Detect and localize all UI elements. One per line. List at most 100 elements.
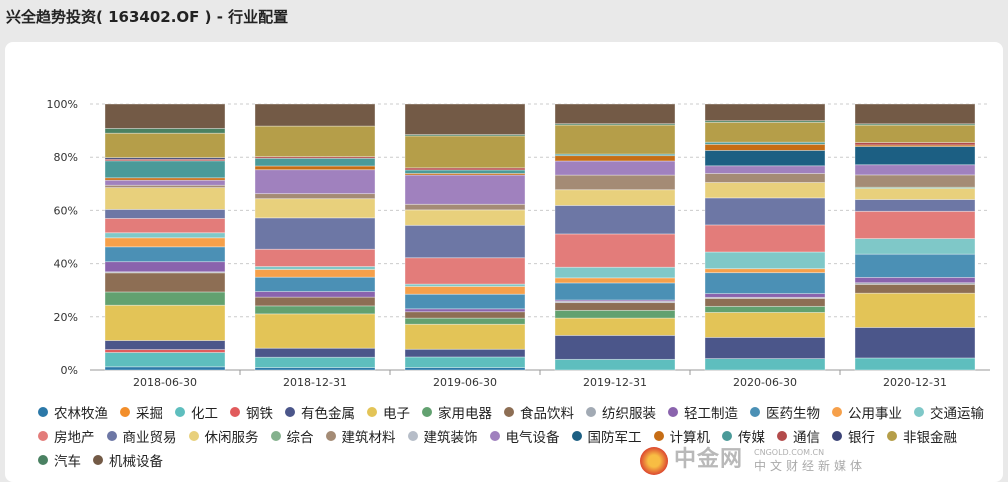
bar-segment[interactable]: [254, 305, 376, 315]
bar-segment[interactable]: [404, 203, 526, 211]
bar-segment[interactable]: [404, 209, 526, 226]
legend-item[interactable]: 家用电器: [422, 403, 492, 422]
bar-segment[interactable]: [254, 291, 376, 298]
legend-item[interactable]: 非银金融: [887, 427, 957, 446]
bar-segment[interactable]: [704, 182, 826, 199]
bar-segment[interactable]: [404, 308, 526, 313]
bar-segment[interactable]: [404, 169, 526, 174]
bar-segment[interactable]: [404, 311, 526, 319]
legend-item[interactable]: 传媒: [722, 427, 765, 446]
bar-segment[interactable]: [254, 198, 376, 219]
bar-segment[interactable]: [554, 174, 676, 191]
bar-segment[interactable]: [554, 334, 676, 360]
bar-segment[interactable]: [104, 208, 226, 219]
legend-item[interactable]: 计算机: [653, 427, 710, 446]
bar-segment[interactable]: [404, 356, 526, 369]
bar-segment[interactable]: [404, 317, 526, 325]
bar-segment[interactable]: [254, 157, 376, 167]
bar-segment[interactable]: [104, 246, 226, 263]
bar-segment[interactable]: [704, 173, 826, 183]
bar-segment[interactable]: [254, 165, 376, 171]
bar-segment[interactable]: [704, 121, 826, 143]
bar-segment[interactable]: [854, 164, 976, 176]
bar-segment[interactable]: [854, 188, 976, 200]
legend-item[interactable]: 房地产: [38, 427, 95, 446]
legend-item[interactable]: 农林牧渔: [38, 403, 108, 422]
bar-segment[interactable]: [104, 352, 226, 368]
bar-segment[interactable]: [104, 340, 226, 350]
bar-segment[interactable]: [854, 292, 976, 328]
bar-segment[interactable]: [554, 103, 676, 125]
bar-segment[interactable]: [854, 327, 976, 359]
bar-segment[interactable]: [404, 174, 526, 205]
bar-segment[interactable]: [254, 103, 376, 127]
bar-segment[interactable]: [554, 155, 676, 162]
bar-segment[interactable]: [404, 103, 526, 135]
bar-segment[interactable]: [554, 277, 676, 284]
bar-segment[interactable]: [854, 146, 976, 166]
bar-segment[interactable]: [704, 165, 826, 174]
bar-segment[interactable]: [704, 358, 826, 371]
bar-segment[interactable]: [554, 317, 676, 336]
bar-segment[interactable]: [404, 323, 526, 350]
legend-item[interactable]: 有色金属: [285, 403, 355, 422]
bar-segment[interactable]: [854, 124, 976, 143]
bar-segment[interactable]: [254, 193, 376, 200]
bar-segment[interactable]: [554, 124, 676, 155]
bar-segment[interactable]: [254, 169, 376, 195]
bar-segment[interactable]: [104, 366, 226, 371]
legend-item[interactable]: 电子: [367, 403, 410, 422]
bar-segment[interactable]: [554, 302, 676, 311]
bar-segment[interactable]: [404, 286, 526, 295]
bar-segment[interactable]: [854, 357, 976, 371]
bar-segment[interactable]: [704, 268, 826, 274]
legend-item[interactable]: 轻工制造: [668, 403, 738, 422]
bar-segment[interactable]: [404, 293, 526, 310]
legend-item[interactable]: 公用事业: [832, 403, 902, 422]
bar-segment[interactable]: [854, 253, 976, 278]
bar-segment[interactable]: [104, 232, 226, 239]
bar-segment[interactable]: [854, 103, 976, 125]
bar-segment[interactable]: [254, 266, 376, 270]
bar-segment[interactable]: [704, 197, 826, 226]
bar-segment[interactable]: [554, 266, 676, 279]
bar-segment[interactable]: [254, 347, 376, 358]
bar-segment[interactable]: [554, 282, 676, 301]
legend-item[interactable]: 交通运输: [914, 403, 984, 422]
legend-item[interactable]: 综合: [270, 427, 314, 446]
legend-item[interactable]: 通信: [777, 427, 820, 446]
bar-segment[interactable]: [254, 313, 376, 349]
bar-segment[interactable]: [104, 349, 226, 353]
bar-segment[interactable]: [704, 312, 826, 338]
bar-segment[interactable]: [254, 296, 376, 307]
legend-item[interactable]: 商业贸易: [106, 427, 177, 446]
legend-item[interactable]: 医药生物: [750, 403, 820, 422]
bar-segment[interactable]: [704, 103, 826, 122]
bar-segment[interactable]: [554, 189, 676, 206]
legend-item[interactable]: 银行: [832, 427, 875, 446]
bar-segment[interactable]: [854, 283, 976, 294]
bar-segment[interactable]: [854, 199, 976, 212]
bar-segment[interactable]: [704, 150, 826, 167]
legend-item[interactable]: 钢铁: [230, 403, 273, 422]
bar-segment[interactable]: [404, 348, 526, 358]
bar-segment[interactable]: [704, 224, 826, 253]
legend-item[interactable]: 国防军工: [571, 427, 642, 446]
legend-item[interactable]: 采掘: [120, 403, 163, 422]
bar-segment[interactable]: [104, 187, 226, 210]
bar-segment[interactable]: [554, 233, 676, 268]
bar-segment[interactable]: [854, 277, 976, 284]
bar-segment[interactable]: [254, 269, 376, 278]
legend-item[interactable]: 化工: [175, 403, 218, 422]
bar-segment[interactable]: [104, 291, 226, 306]
bar-segment[interactable]: [704, 272, 826, 295]
bar-segment[interactable]: [104, 160, 226, 179]
bar-segment[interactable]: [554, 205, 676, 235]
legend-item[interactable]: 建筑装饰: [407, 427, 478, 446]
bar-segment[interactable]: [854, 174, 976, 188]
bar-segment[interactable]: [704, 336, 826, 359]
bar-segment[interactable]: [254, 248, 376, 267]
bar-segment[interactable]: [254, 276, 376, 292]
bar-segment[interactable]: [104, 304, 226, 341]
bar-segment[interactable]: [104, 179, 226, 186]
